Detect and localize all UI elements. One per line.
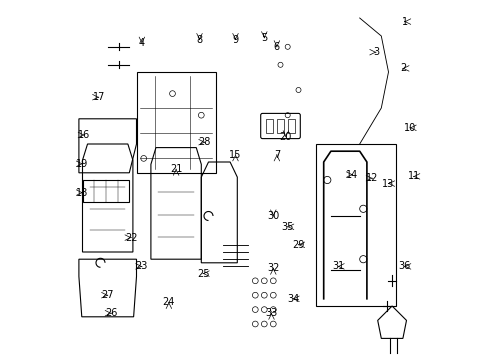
Text: 31: 31 [331,261,344,271]
Text: 35: 35 [281,222,293,232]
Text: 18: 18 [76,188,88,198]
Text: 15: 15 [229,150,241,160]
Bar [82,180,129,202]
Text: 28: 28 [198,137,211,147]
Text: 23: 23 [136,261,148,271]
Text: 7: 7 [273,150,280,160]
Text: 33: 33 [265,308,277,318]
Text: 22: 22 [124,233,137,243]
Text: 21: 21 [169,164,182,174]
Text: 30: 30 [266,211,279,221]
Text: 24: 24 [163,297,175,307]
Text: 17: 17 [92,92,104,102]
Text: 3: 3 [372,47,378,57]
Text: 8: 8 [196,35,202,45]
Bar [265,119,273,133]
Text: 34: 34 [286,294,299,304]
Bar [136,72,215,173]
Text: 32: 32 [266,263,279,273]
Bar [316,144,395,306]
Text: 16: 16 [78,130,90,140]
Text: 1: 1 [401,17,407,27]
Text: 11: 11 [407,171,419,181]
Text: 9: 9 [232,35,238,45]
Text: 5: 5 [261,33,267,43]
Text: 14: 14 [346,170,358,180]
Text: 29: 29 [292,240,304,250]
Text: 36: 36 [398,261,410,271]
Text: 20: 20 [279,132,291,142]
Text: 13: 13 [382,179,394,189]
Bar [287,119,294,133]
Bar [276,119,284,133]
Text: 10: 10 [403,123,415,133]
Text: 26: 26 [105,308,117,318]
Text: 27: 27 [101,290,114,300]
Text: 2: 2 [399,63,405,73]
Text: 6: 6 [273,42,280,52]
Text: 19: 19 [76,159,88,169]
Text: 4: 4 [139,38,144,48]
Text: 12: 12 [366,173,378,183]
Text: 25: 25 [197,269,209,279]
